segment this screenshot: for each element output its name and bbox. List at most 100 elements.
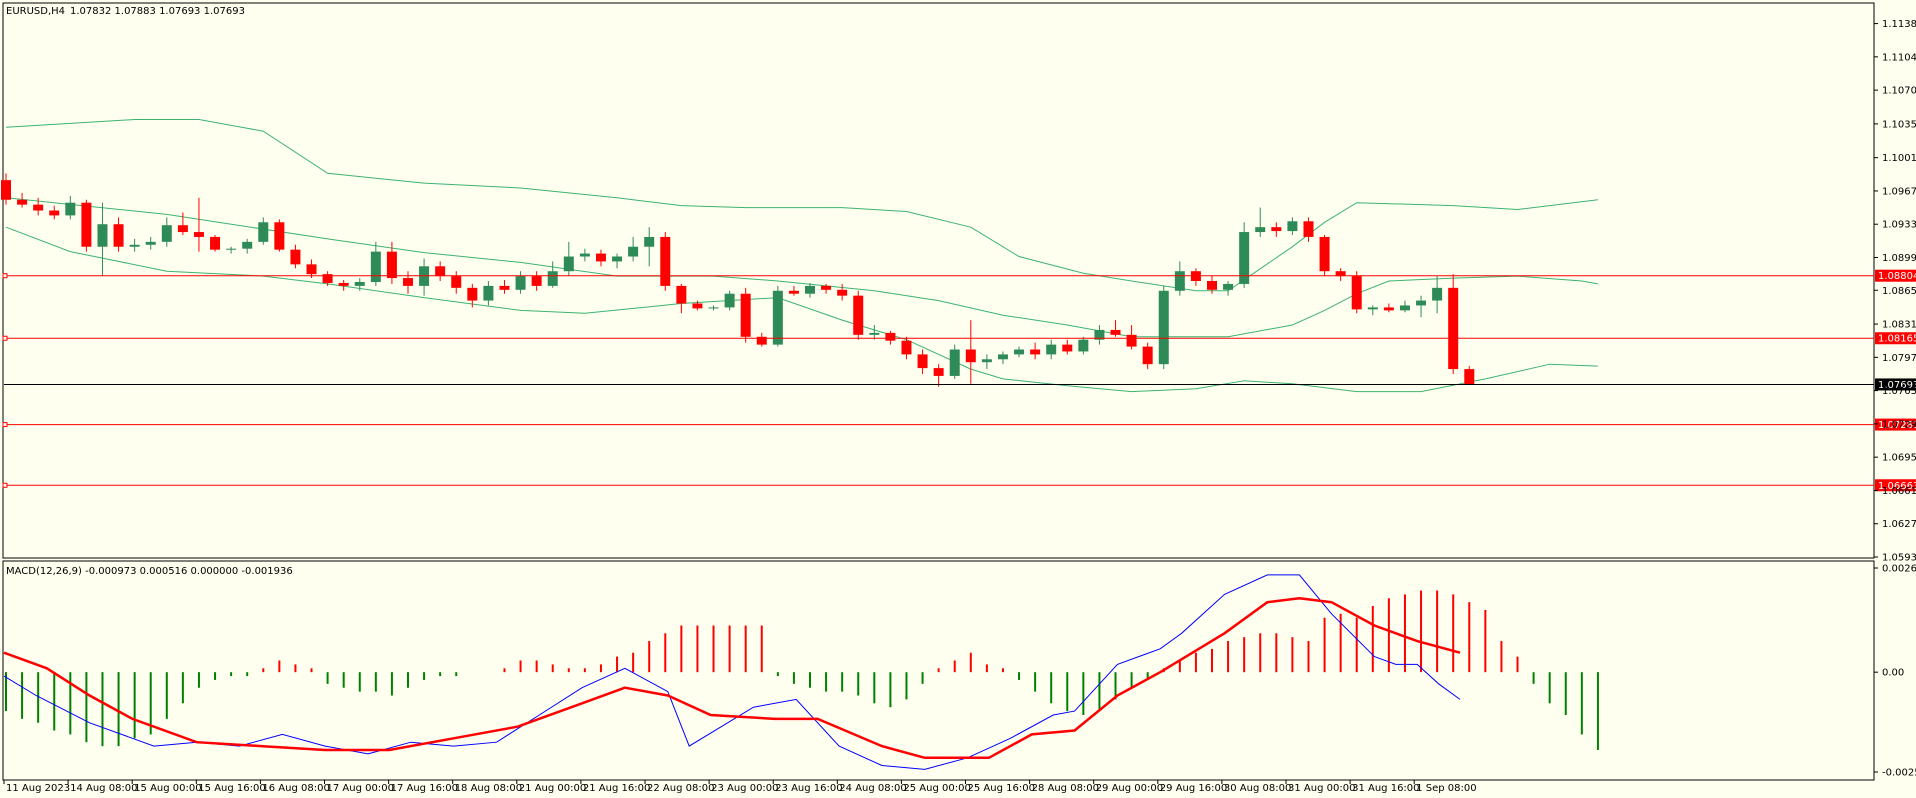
candle-29 bbox=[467, 283, 478, 308]
level-tag-label-0: 1.08804 bbox=[1878, 271, 1916, 282]
candle-19 bbox=[306, 259, 317, 279]
candle-44 bbox=[708, 305, 719, 311]
candle-72 bbox=[1158, 285, 1169, 370]
candle-body-82 bbox=[1319, 236, 1330, 272]
candle-body-5 bbox=[81, 202, 92, 247]
level-tag-label-1: 1.08165 bbox=[1878, 334, 1916, 345]
candle-body-20 bbox=[322, 274, 333, 283]
price-tick-label-10: 1.07970 bbox=[1882, 353, 1916, 364]
candle-body-3 bbox=[49, 210, 60, 216]
candle-83 bbox=[1335, 268, 1346, 281]
candle-60 bbox=[965, 320, 976, 384]
time-tick-label-20: 31 Aug 00:00 bbox=[1288, 783, 1355, 794]
candle-body-8 bbox=[129, 244, 140, 247]
candle-body-58 bbox=[933, 368, 944, 376]
time-tick-label-19: 30 Aug 08:00 bbox=[1224, 783, 1291, 794]
candle-22 bbox=[354, 278, 365, 291]
time-tick-label-5: 17 Aug 00:00 bbox=[327, 783, 394, 794]
candle-15 bbox=[242, 238, 253, 254]
candle-70 bbox=[1126, 325, 1137, 350]
candle-body-29 bbox=[467, 287, 478, 301]
candle-65 bbox=[1046, 339, 1057, 360]
time-tick-label-22: 1 Sep 08:00 bbox=[1416, 783, 1476, 794]
level-handle-0 bbox=[2, 273, 8, 279]
time-tick-label-2: 15 Aug 00:00 bbox=[134, 783, 201, 794]
candle-12 bbox=[193, 197, 204, 252]
horizontal-levels[interactable]: 1.08804 1.08165 1.07283 1.06663 1.07693 bbox=[2, 269, 1916, 492]
candle-42 bbox=[676, 283, 687, 314]
macd-signal-line bbox=[3, 597, 1461, 760]
candle-body-21 bbox=[338, 282, 349, 286]
candle-body-71 bbox=[1142, 346, 1153, 365]
macd-histogram bbox=[5, 590, 1599, 750]
candle-body-46 bbox=[740, 293, 751, 337]
price-tick-label-1: 1.11040 bbox=[1882, 52, 1916, 63]
candle-46 bbox=[740, 287, 751, 343]
candle-80 bbox=[1287, 217, 1298, 235]
candle-body-0 bbox=[1, 180, 11, 200]
candle-body-23 bbox=[370, 251, 381, 282]
candle-body-56 bbox=[901, 340, 912, 355]
candle-body-86 bbox=[1383, 307, 1394, 311]
time-tick-label-21: 31 Aug 16:00 bbox=[1352, 783, 1419, 794]
candle-body-34 bbox=[547, 271, 558, 286]
candle-79 bbox=[1271, 222, 1282, 237]
candle-body-89 bbox=[1432, 287, 1443, 301]
candle-body-38 bbox=[612, 256, 623, 262]
bollinger-bands bbox=[5, 119, 1598, 393]
candle-body-68 bbox=[1094, 329, 1105, 340]
time-tick-label-12: 23 Aug 16:00 bbox=[775, 783, 842, 794]
candle-body-7 bbox=[113, 224, 124, 247]
price-pane[interactable] bbox=[2, 2, 1875, 559]
candle-body-15 bbox=[242, 241, 253, 249]
candle-body-60 bbox=[965, 349, 976, 363]
price-tick-label-4: 1.10010 bbox=[1882, 153, 1916, 164]
candle-body-76 bbox=[1223, 283, 1234, 290]
price-tick-label-14: 1.06610 bbox=[1882, 486, 1916, 497]
candle-body-61 bbox=[981, 359, 992, 363]
candle-body-49 bbox=[788, 290, 799, 294]
candle-18 bbox=[290, 244, 301, 269]
candle-6 bbox=[97, 202, 108, 277]
candle-58 bbox=[933, 364, 944, 387]
ohlc-readout: 1.07832 1.07883 1.07693 1.07693 bbox=[70, 6, 245, 17]
candle-body-22 bbox=[354, 281, 365, 286]
candle-body-12 bbox=[193, 232, 204, 237]
candle-body-55 bbox=[885, 332, 896, 341]
price-tick-label-11: 1.07630 bbox=[1882, 386, 1916, 397]
candle-body-24 bbox=[386, 251, 397, 279]
candle-41 bbox=[660, 232, 671, 291]
candle-body-70 bbox=[1126, 334, 1137, 347]
price-tick-label-8: 1.08655 bbox=[1882, 286, 1916, 297]
candle-56 bbox=[901, 336, 912, 360]
candle-90 bbox=[1448, 274, 1459, 374]
candle-body-64 bbox=[1030, 349, 1041, 355]
candle-body-48 bbox=[772, 290, 783, 345]
candle-40 bbox=[644, 227, 655, 267]
candle-body-75 bbox=[1207, 280, 1217, 290]
candle-48 bbox=[772, 285, 783, 347]
candle-33 bbox=[531, 271, 542, 291]
candle-body-72 bbox=[1158, 290, 1169, 365]
price-tick-label-15: 1.06270 bbox=[1882, 519, 1916, 530]
candle-31 bbox=[499, 280, 510, 294]
candle-67 bbox=[1078, 336, 1089, 355]
candle-body-2 bbox=[33, 204, 44, 211]
time-tick-label-7: 18 Aug 08:00 bbox=[455, 783, 522, 794]
candle-34 bbox=[547, 261, 558, 288]
macd-tick-label-1: 0.00 bbox=[1882, 668, 1904, 679]
candle-body-16 bbox=[258, 222, 269, 242]
candle-body-57 bbox=[917, 354, 928, 369]
candle-7 bbox=[113, 217, 124, 252]
candle-body-41 bbox=[660, 236, 671, 286]
candle-body-33 bbox=[531, 276, 542, 286]
candle-28 bbox=[451, 271, 462, 294]
candle-body-13 bbox=[210, 236, 221, 250]
candle-13 bbox=[210, 234, 221, 252]
candle-body-80 bbox=[1287, 221, 1298, 232]
candle-50 bbox=[805, 282, 815, 298]
bollinger-upper bbox=[5, 119, 1598, 292]
candle-62 bbox=[997, 351, 1008, 365]
time-tick-label-13: 24 Aug 08:00 bbox=[839, 783, 906, 794]
